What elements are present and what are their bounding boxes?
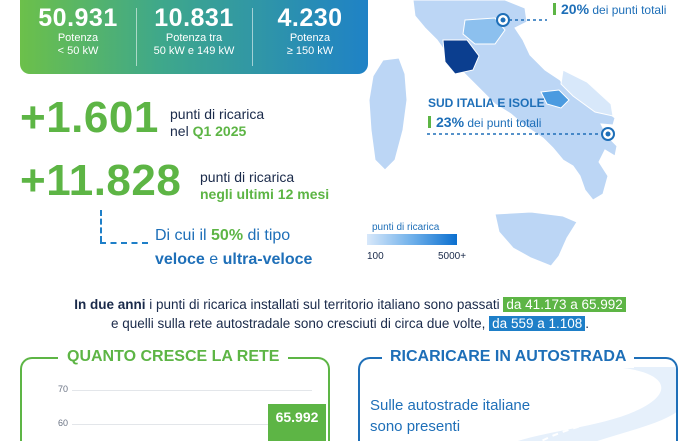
- growth-q1-value: +1.601: [20, 93, 159, 142]
- stat-value: 10.831: [154, 4, 234, 32]
- growth-q1-description: punti di ricarica nel Q1 2025: [170, 106, 264, 140]
- highway-text: Sulle autostrade italiane sono presenti: [370, 395, 530, 437]
- north-pct-value: 20%: [561, 1, 590, 17]
- summary-end: .: [585, 316, 590, 331]
- growth-q1-line1: punti di ricarica: [170, 106, 265, 122]
- map-south-share: 23% dei punti totali: [428, 115, 541, 131]
- legend-title: punti di ricarica: [372, 222, 440, 233]
- summary-bold: In due anni: [74, 297, 146, 312]
- road-illustration: [517, 367, 676, 441]
- summary-text1: i punti di ricarica installati sul terri…: [145, 297, 504, 312]
- italy-map: [368, 0, 618, 267]
- stat-label: ≥ 150 kW: [286, 45, 334, 57]
- stat-value: 50.931: [38, 4, 118, 32]
- gridline: [72, 390, 312, 391]
- fast-percent: 50%: [211, 227, 244, 244]
- summary-range-highway: da 559 a 1.108: [489, 316, 586, 331]
- fast-line2: veloce e ultra-veloce: [155, 248, 312, 272]
- map-sicily: [494, 211, 578, 267]
- stat-label: Potenza: [289, 32, 331, 44]
- map-sardinia: [368, 57, 408, 171]
- map-region-campania: [540, 89, 570, 109]
- growth-12m-line1: punti di ricarica: [200, 169, 295, 185]
- map-region-dark: [462, 17, 506, 45]
- summary-text2: e quelli sulla rete autostradale sono cr…: [110, 316, 490, 331]
- growth-12m-value: +11.828: [20, 156, 182, 205]
- growth-q1-period: Q1 2025: [192, 123, 247, 139]
- highway-title: RICARICARE IN AUTOSTRADA: [382, 346, 635, 368]
- stat-mid-power: 10.831 Potenza tra 50 kW e 149 kW: [136, 0, 252, 74]
- map-north-share: 20% dei punti totali: [553, 2, 666, 18]
- stat-label: < 50 kW: [57, 45, 99, 57]
- growth-q1-line2: nel Q1 2025: [170, 123, 264, 140]
- y-tick-label: 70: [58, 384, 69, 394]
- legend-gradient: [367, 234, 457, 245]
- stat-low-power: 50.931 Potenza < 50 kW: [20, 0, 136, 74]
- growth-q1-prefix: nel: [170, 123, 193, 139]
- map-region-puglia: [560, 69, 614, 117]
- highway-line2: sono presenti: [370, 418, 461, 435]
- stat-label: 50 kW e 149 kW: [153, 45, 235, 57]
- south-pct-suffix: dei punti totali: [464, 116, 542, 130]
- fast-line1: Di cui il 50% di tipo: [155, 224, 312, 248]
- fast-conj: e: [204, 251, 223, 268]
- south-pct-value: 23%: [436, 114, 465, 130]
- connector-line: [100, 242, 148, 244]
- summary-range-total: da 41.173 a 65.992: [503, 297, 626, 312]
- connector-line: [100, 210, 102, 242]
- highway-line1: Sulle autostrade italiane: [370, 397, 531, 414]
- fast-type-ultra: ultra-veloce: [222, 251, 313, 268]
- stat-high-power: 4.230 Potenza ≥ 150 kW: [252, 0, 368, 74]
- bar-data-label: 65.992: [275, 408, 319, 425]
- legend-max: 5000+: [438, 251, 467, 262]
- map-south-label: SUD ITALIA E ISOLE: [428, 96, 545, 110]
- stat-label: Potenza tra: [165, 32, 223, 44]
- map-region-highlight: [442, 39, 480, 75]
- growth-12m-description: punti di ricarica negli ultimi 12 mesi: [200, 169, 329, 203]
- fast-middle: di tipo: [243, 227, 291, 244]
- chart-bar: [268, 403, 326, 441]
- stat-value: 4.230: [277, 4, 343, 32]
- y-tick-label: 60: [58, 418, 69, 428]
- summary-line2: e quelli sulla rete autostradale sono cr…: [0, 314, 700, 333]
- network-growth-title: QUANTO CRESCE LA RETE: [58, 346, 289, 368]
- stat-label: Potenza: [57, 32, 99, 44]
- gridline: [72, 424, 312, 425]
- growth-12m-period: negli ultimi 12 mesi: [200, 186, 330, 202]
- fast-type-veloce: veloce: [155, 251, 205, 268]
- fast-prefix: Di cui il: [155, 227, 212, 244]
- summary-line1: In due anni i punti di ricarica installa…: [0, 295, 700, 314]
- legend-min: 100: [367, 251, 384, 262]
- north-pct-suffix: dei punti totali: [589, 3, 667, 17]
- fast-charging-note: Di cui il 50% di tipo veloce e ultra-vel…: [155, 224, 312, 272]
- stats-banner: 50.931 Potenza < 50 kW 10.831 Potenza tr…: [20, 0, 368, 74]
- summary-text: In due anni i punti di ricarica installa…: [0, 295, 700, 333]
